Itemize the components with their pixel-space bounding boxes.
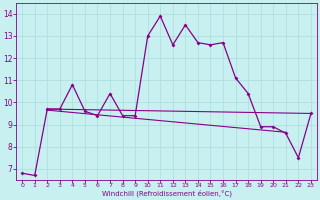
X-axis label: Windchill (Refroidissement éolien,°C): Windchill (Refroidissement éolien,°C) [101,190,232,197]
